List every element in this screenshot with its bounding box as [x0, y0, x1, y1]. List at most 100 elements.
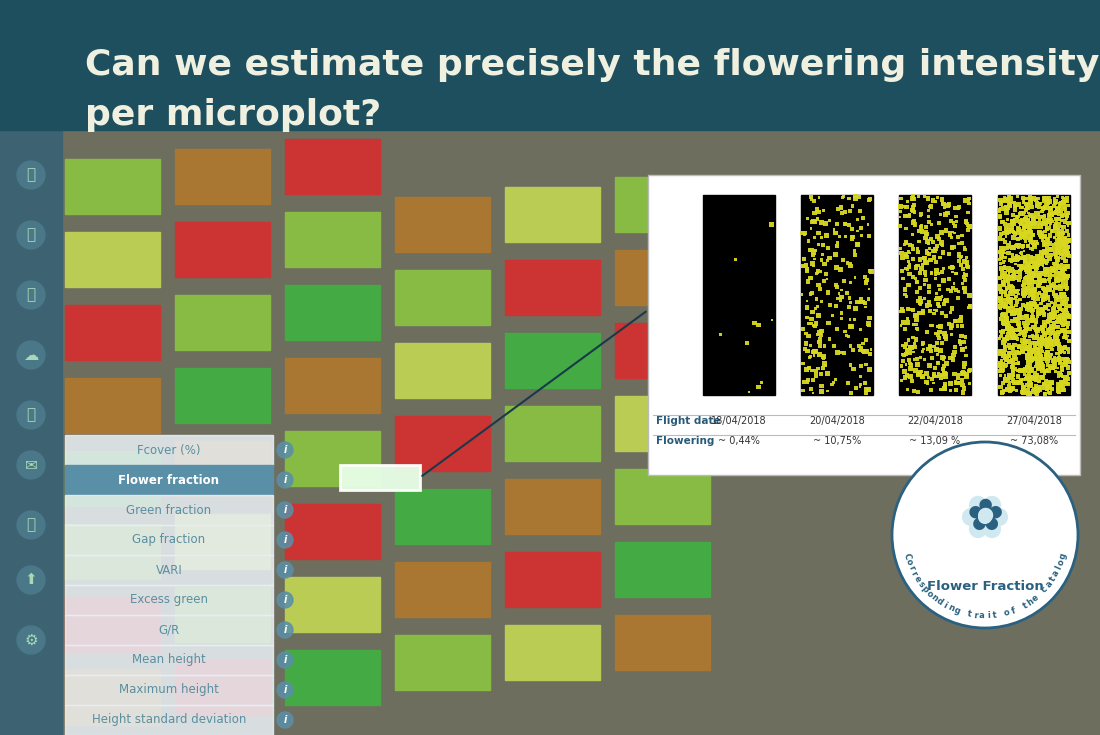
Point [1056, 379, 1074, 390]
Point [946, 341, 964, 353]
Point [927, 265, 945, 276]
Point [812, 368, 829, 380]
Point [1009, 370, 1026, 382]
Point [1024, 387, 1042, 398]
Point [1057, 290, 1075, 302]
Bar [340, 465, 420, 490]
Point [1030, 252, 1047, 264]
Point [814, 362, 832, 374]
Point [1019, 271, 1036, 283]
Point [1021, 343, 1038, 355]
Point [1005, 243, 1023, 254]
Point [1030, 209, 1047, 220]
Bar [395, 489, 490, 544]
Point [1004, 364, 1022, 376]
Point [998, 352, 1015, 364]
Point [1004, 375, 1022, 387]
Point [1048, 245, 1066, 257]
Bar [175, 368, 270, 423]
Point [1036, 238, 1054, 250]
Point [1026, 368, 1044, 379]
Point [933, 239, 950, 251]
Point [1014, 214, 1032, 226]
Point [1004, 283, 1022, 295]
Bar [285, 358, 380, 413]
Point [1058, 321, 1076, 333]
Point [1010, 211, 1027, 223]
Point [1052, 370, 1069, 381]
Point [843, 321, 860, 333]
Point [1035, 306, 1053, 318]
Bar [65, 645, 273, 675]
Point [807, 345, 825, 356]
Point [1046, 282, 1064, 293]
Point [1034, 234, 1052, 246]
Point [939, 284, 957, 295]
Point [1037, 354, 1055, 365]
Circle shape [277, 502, 293, 518]
Point [1011, 253, 1028, 265]
Text: g: g [953, 606, 961, 616]
Point [993, 250, 1011, 262]
Point [1058, 279, 1076, 291]
Point [1003, 272, 1021, 284]
Point [1015, 245, 1033, 257]
Point [1013, 338, 1031, 350]
Point [1027, 264, 1045, 276]
Point [1046, 362, 1064, 373]
Point [1040, 216, 1057, 228]
Point [1026, 318, 1044, 329]
Point [1031, 381, 1048, 392]
Point [1026, 298, 1044, 310]
Point [901, 209, 918, 220]
Point [904, 216, 922, 228]
Point [927, 256, 945, 268]
Point [908, 276, 925, 288]
Point [950, 248, 968, 259]
Point [1037, 342, 1055, 354]
Point [1014, 240, 1032, 252]
Point [1052, 304, 1069, 315]
Point [1030, 271, 1047, 283]
Point [1055, 384, 1072, 396]
Point [851, 381, 869, 392]
Text: t: t [992, 611, 998, 620]
Point [1030, 226, 1047, 237]
Point [1019, 230, 1036, 242]
Point [838, 330, 856, 342]
Point [924, 236, 942, 248]
Point [1036, 317, 1054, 329]
Point [810, 238, 827, 250]
Point [956, 243, 974, 255]
Circle shape [277, 652, 293, 668]
Point [1059, 378, 1077, 390]
Point [904, 271, 922, 283]
Point [1030, 293, 1047, 305]
Point [993, 216, 1011, 228]
Point [806, 245, 824, 257]
Point [842, 314, 859, 326]
Point [1046, 200, 1064, 212]
Point [1030, 270, 1047, 282]
Point [798, 328, 815, 340]
Point [992, 253, 1010, 265]
Point [1034, 345, 1052, 357]
Point [807, 370, 825, 381]
Point [811, 349, 828, 361]
Point [1004, 270, 1022, 282]
Point [832, 231, 849, 243]
Point [1046, 197, 1064, 209]
Point [1015, 329, 1033, 340]
Point [957, 269, 975, 281]
Point [918, 248, 936, 259]
Point [1028, 338, 1046, 350]
Point [1042, 218, 1059, 229]
Point [1030, 363, 1047, 375]
Point [1041, 209, 1058, 220]
Point [806, 216, 824, 228]
Point [944, 282, 961, 294]
Point [1030, 307, 1047, 319]
Point [1048, 267, 1066, 279]
Point [943, 329, 960, 340]
Point [1012, 375, 1030, 387]
